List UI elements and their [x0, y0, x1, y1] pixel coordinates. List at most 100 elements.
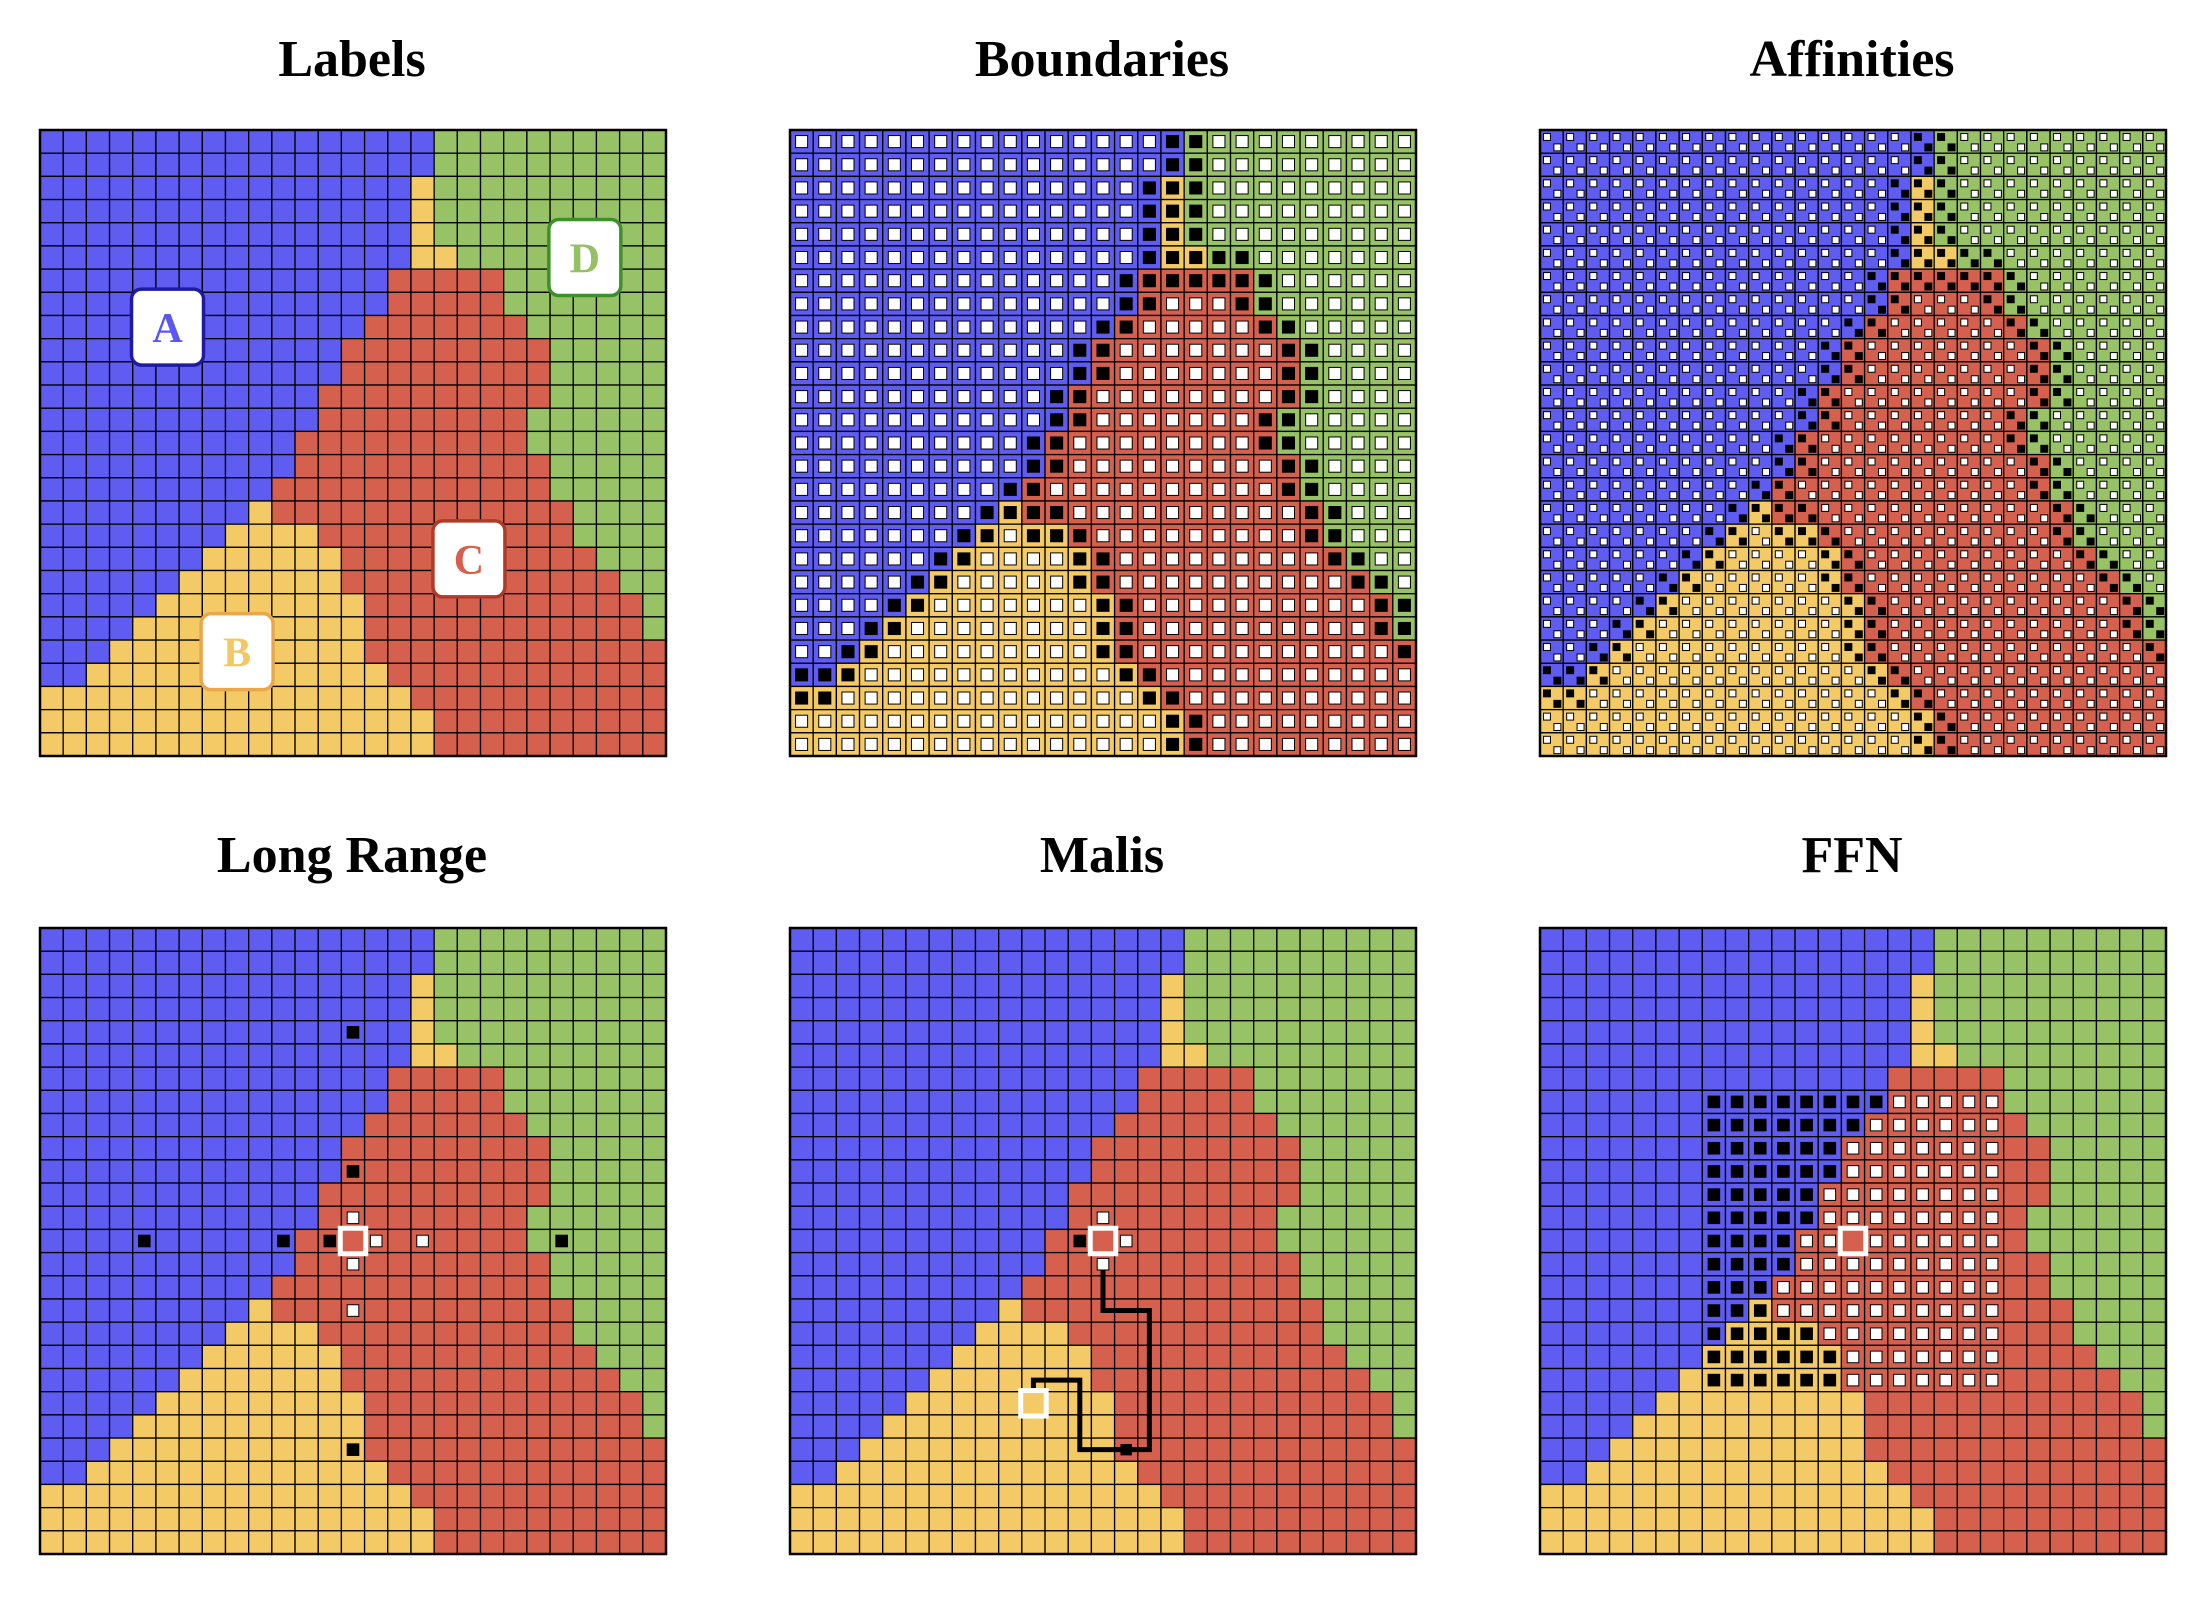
marker-light: [1397, 482, 1411, 496]
marker-light: [1622, 328, 1631, 337]
marker-light: [1715, 328, 1724, 337]
marker-dark: [1142, 250, 1156, 265]
marker-light: [2122, 248, 2131, 257]
marker-light: [1751, 179, 1760, 188]
marker-dark: [1589, 643, 1598, 652]
grid-cell: [618, 708, 644, 734]
grid-cell: [271, 384, 296, 409]
grid-cell: [294, 338, 319, 363]
region-label-box: [547, 217, 623, 298]
grid-cell: [526, 222, 551, 247]
grid-cell: [387, 407, 412, 433]
grid-cell: [340, 500, 366, 525]
marker-light: [1166, 668, 1180, 682]
grid-cell: [642, 430, 667, 456]
marker-light: [1119, 575, 1133, 589]
marker-light: [2017, 746, 2026, 755]
marker-light: [1646, 560, 1655, 569]
marker-light: [1026, 320, 1040, 334]
grid-cell: [155, 523, 180, 548]
marker-light: [864, 737, 878, 751]
grid-cell: [85, 1251, 111, 1277]
marker-dark: [1096, 552, 1110, 566]
marker-light: [1715, 607, 1724, 616]
marker-light: [980, 714, 994, 728]
marker-light: [2145, 689, 2154, 698]
marker-light: [1993, 560, 2002, 569]
grid-cell: [39, 1159, 64, 1184]
grid-cell: [132, 1020, 157, 1045]
marker-light: [1351, 436, 1365, 450]
grid-cell: [642, 198, 667, 224]
marker-light: [1751, 596, 1760, 605]
marker-light: [957, 691, 971, 705]
marker-light: [1901, 421, 1910, 430]
marker-light: [795, 737, 809, 751]
marker-dark: [1924, 189, 1933, 198]
marker-light: [1821, 156, 1830, 165]
marker-dark: [1867, 318, 1876, 327]
marker-light: [1901, 560, 1910, 569]
marker-light: [1947, 352, 1956, 361]
grid-cell: [572, 430, 598, 456]
marker-light: [1947, 514, 1956, 523]
grid-cell: [178, 732, 203, 757]
grid-cell: [456, 1344, 482, 1370]
grid-cell: [433, 222, 458, 247]
marker-light: [864, 250, 878, 265]
marker-light: [1890, 527, 1899, 536]
grid-cell: [317, 175, 343, 201]
grid-cell: [456, 1089, 482, 1115]
grid-cell: [387, 245, 412, 270]
marker-dark: [818, 668, 832, 682]
grid-cell: [39, 523, 64, 548]
marker-light: [1374, 436, 1388, 450]
marker-light: [910, 668, 925, 682]
marker-light: [1762, 746, 1771, 755]
grid-cell: [595, 546, 621, 572]
marker-light: [1328, 204, 1342, 218]
marker-light: [1785, 723, 1794, 731]
marker-light: [2040, 259, 2049, 268]
marker-light: [1166, 413, 1180, 427]
grid-cell: [132, 198, 157, 224]
grid-cell: [178, 1066, 203, 1091]
marker-light: [1669, 236, 1678, 245]
marker-light: [1566, 434, 1575, 443]
marker-dark: [2053, 364, 2062, 373]
marker-light: [1658, 295, 1667, 304]
marker-light: [1235, 227, 1249, 241]
marker-light: [934, 320, 948, 334]
marker-light: [1947, 676, 1956, 685]
grid-cell: [271, 569, 296, 595]
grid-cell: [572, 1275, 598, 1300]
marker-light: [2086, 352, 2095, 361]
marker-light: [1705, 295, 1714, 304]
marker-light: [934, 598, 948, 612]
marker-light: [1901, 514, 1910, 523]
grid-cell: [271, 245, 296, 270]
grid-cell: [642, 1136, 667, 1161]
marker-light: [1901, 328, 1910, 337]
marker-light: [1612, 712, 1621, 721]
grid-cell: [572, 500, 598, 525]
grid-cell: [618, 152, 644, 178]
marker-light: [864, 413, 878, 427]
marker-light: [1913, 573, 1922, 582]
marker-light: [2145, 503, 2154, 512]
marker-dark: [1553, 676, 1562, 685]
marker-light: [1281, 181, 1296, 195]
marker-light: [1542, 480, 1551, 489]
marker-light: [1728, 411, 1737, 420]
marker-light: [1738, 583, 1747, 592]
grid-cell: [387, 1112, 412, 1138]
grid-cell: [39, 222, 64, 247]
grid-cell: [85, 1367, 111, 1393]
grid-cell: [526, 1367, 551, 1393]
grid-cell: [132, 1275, 157, 1300]
marker-light: [1762, 166, 1771, 175]
grid-cell: [456, 1251, 482, 1277]
marker-light: [1096, 506, 1110, 520]
marker-light: [1646, 514, 1655, 523]
marker-light: [1026, 413, 1040, 427]
